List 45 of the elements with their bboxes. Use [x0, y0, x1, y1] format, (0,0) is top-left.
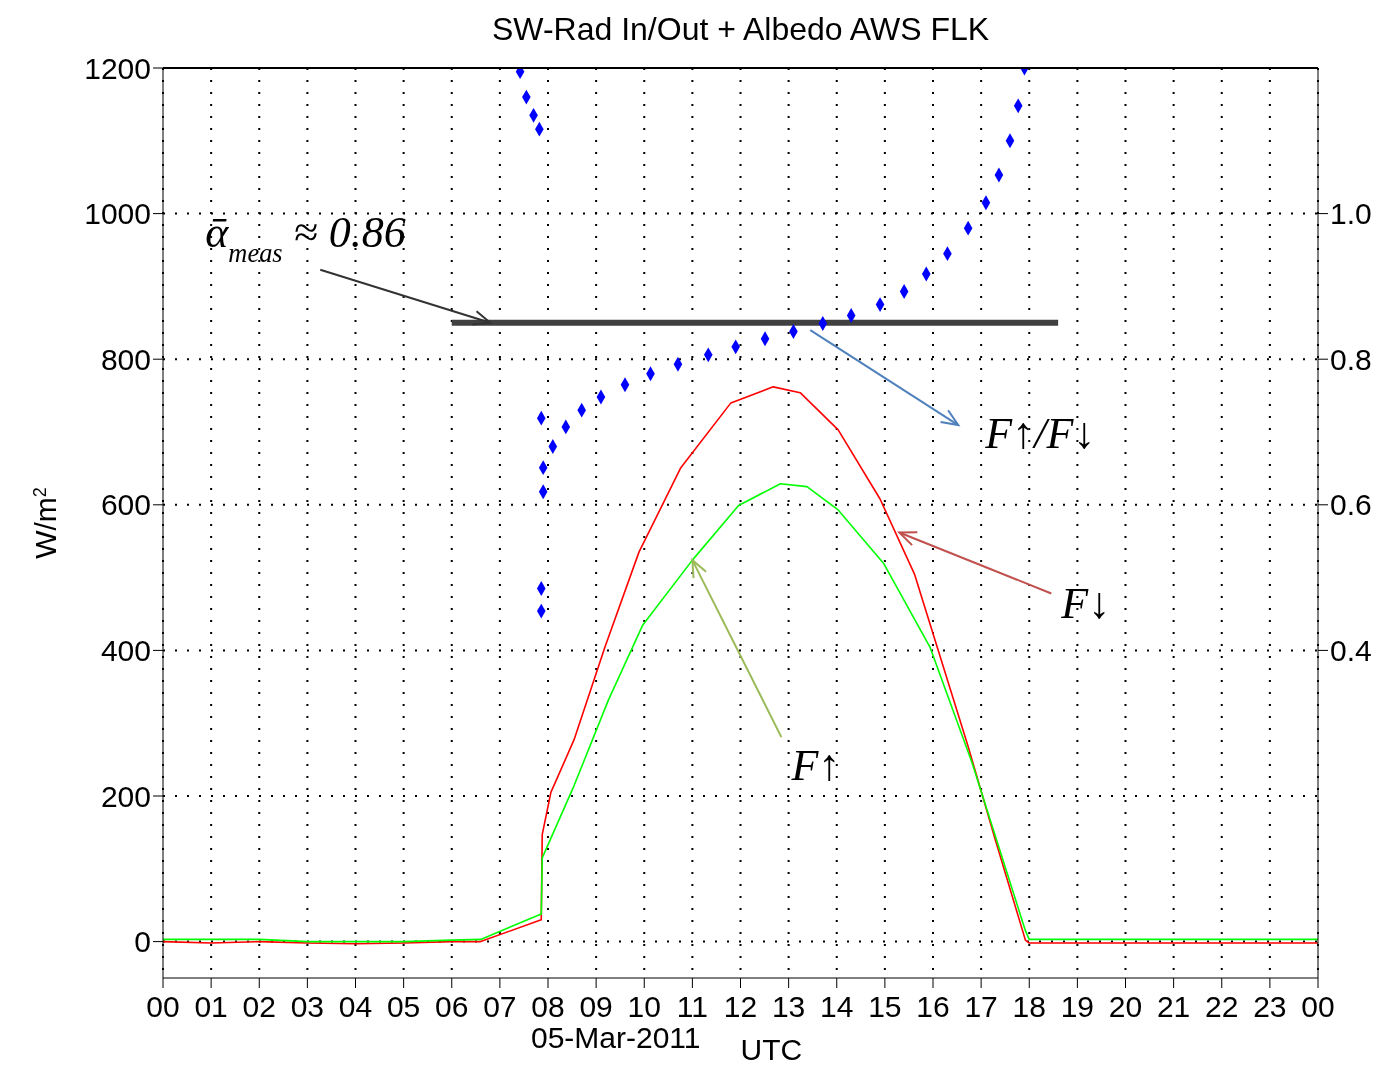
line-series [163, 482, 1318, 943]
x-tick-label: 17 [964, 990, 998, 1024]
annotation: ᾱ$_{meas}$ ≈ 0.86 [205, 207, 406, 268]
y2-tick-label: 0.6 [1330, 488, 1372, 522]
x-tick-label: 15 [868, 990, 902, 1024]
x-tick-label: 01 [194, 990, 228, 1024]
x-tick-label: 07 [483, 990, 517, 1024]
y-tick-label: 200 [100, 779, 151, 813]
x-tick-label: 16 [916, 990, 950, 1024]
x-tick-label: 22 [1205, 990, 1239, 1024]
x-tick-label: 00 [1301, 990, 1335, 1024]
x-tick-label: 03 [290, 990, 325, 1024]
chart-title: SW-Rad In/Out + Albedo AWS FLK [491, 11, 990, 47]
y-tick-label: 1200 [84, 51, 151, 85]
x-tick-label: 09 [579, 990, 613, 1024]
text: 05-Mar-2011 [530, 1021, 701, 1054]
annotation: F↓ [1060, 579, 1111, 629]
y-tick-label: 600 [100, 488, 151, 522]
x-tick-label: 20 [1108, 990, 1143, 1024]
x-tick-label: 02 [242, 990, 276, 1024]
x-tick-label: 23 [1253, 990, 1287, 1024]
x-tick-label: 18 [1012, 990, 1046, 1024]
x-axis-title: UTC [740, 1033, 803, 1066]
x-tick-label: 00 [146, 990, 180, 1024]
x-tick-label: 14 [820, 990, 854, 1024]
x-tick-label: 12 [723, 990, 758, 1024]
x-tick-label: 11 [676, 990, 708, 1024]
x-tick-label: 08 [531, 990, 565, 1024]
annotation: F↑/F↓ [984, 409, 1096, 459]
y2-tick-label: 0.8 [1330, 342, 1372, 376]
y-tick-label: 400 [100, 634, 151, 668]
line-series [163, 386, 1318, 945]
x-tick-label: 06 [435, 990, 469, 1024]
y2-tick-label: 1.0 [1330, 197, 1372, 231]
y-tick-label: 1000 [84, 197, 151, 231]
x-tick-label: 05 [386, 990, 421, 1024]
y2-tick-label: 0.4 [1330, 634, 1372, 668]
x-tick-label: 13 [771, 990, 806, 1024]
x-tick-label: 21 [1156, 990, 1191, 1024]
x-tick-label: 19 [1060, 990, 1095, 1024]
x-tick-label: 04 [338, 990, 373, 1024]
annotation: F↑ [790, 741, 841, 791]
x-tick-label: 10 [627, 990, 661, 1024]
y-tick-label: 800 [100, 342, 151, 376]
y-tick-label: 0 [134, 925, 151, 959]
